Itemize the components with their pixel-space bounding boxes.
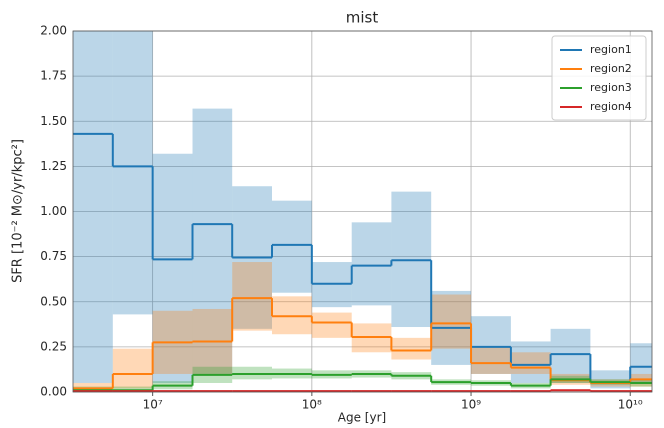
error-band (272, 200, 312, 293)
y-tick-label: 0.50 (40, 294, 67, 308)
error-band (510, 341, 551, 383)
y-tick-label: 1.50 (40, 114, 67, 128)
legend-label: region3 (590, 81, 632, 94)
y-tick-label: 0.00 (40, 385, 67, 399)
chart-title: mist (346, 9, 379, 27)
error-band (510, 352, 551, 374)
plot-frame (72, 30, 653, 393)
error-band (471, 316, 511, 374)
error-band (391, 337, 432, 360)
error-band (112, 348, 153, 389)
error-band (112, 31, 153, 315)
y-tick-label: 2.00 (40, 24, 67, 38)
y-tick-label: 0.25 (40, 339, 67, 353)
error-band (311, 312, 352, 338)
error-band (431, 294, 472, 349)
error-band (232, 262, 273, 331)
x-axis-label: Age [yr] (338, 411, 386, 425)
error-band (73, 31, 113, 383)
error-band (192, 108, 233, 374)
error-band (550, 328, 591, 383)
legend-box (551, 35, 647, 121)
y-tick-label: 0.75 (40, 249, 67, 263)
x-tick-label: 10¹⁰ (618, 398, 643, 412)
legend-label: region4 (590, 100, 632, 113)
error-band (152, 153, 193, 383)
error-band (471, 346, 511, 374)
error-band (630, 343, 652, 383)
error-band (351, 222, 392, 306)
y-tick-label: 1.75 (40, 69, 67, 83)
y-axis-label: SFR [10⁻² M⊙/yr/kpc²] (11, 139, 26, 283)
y-tick-label: 1.25 (40, 159, 67, 173)
legend-label: region1 (590, 43, 632, 56)
x-tick-label: 10⁷ (143, 398, 163, 412)
x-tick-label: 10⁹ (461, 398, 481, 412)
legend-label: region2 (590, 62, 632, 75)
lines (73, 132, 652, 392)
y-tick-label: 1.00 (40, 204, 67, 218)
x-tick-label: 10⁸ (302, 398, 322, 412)
